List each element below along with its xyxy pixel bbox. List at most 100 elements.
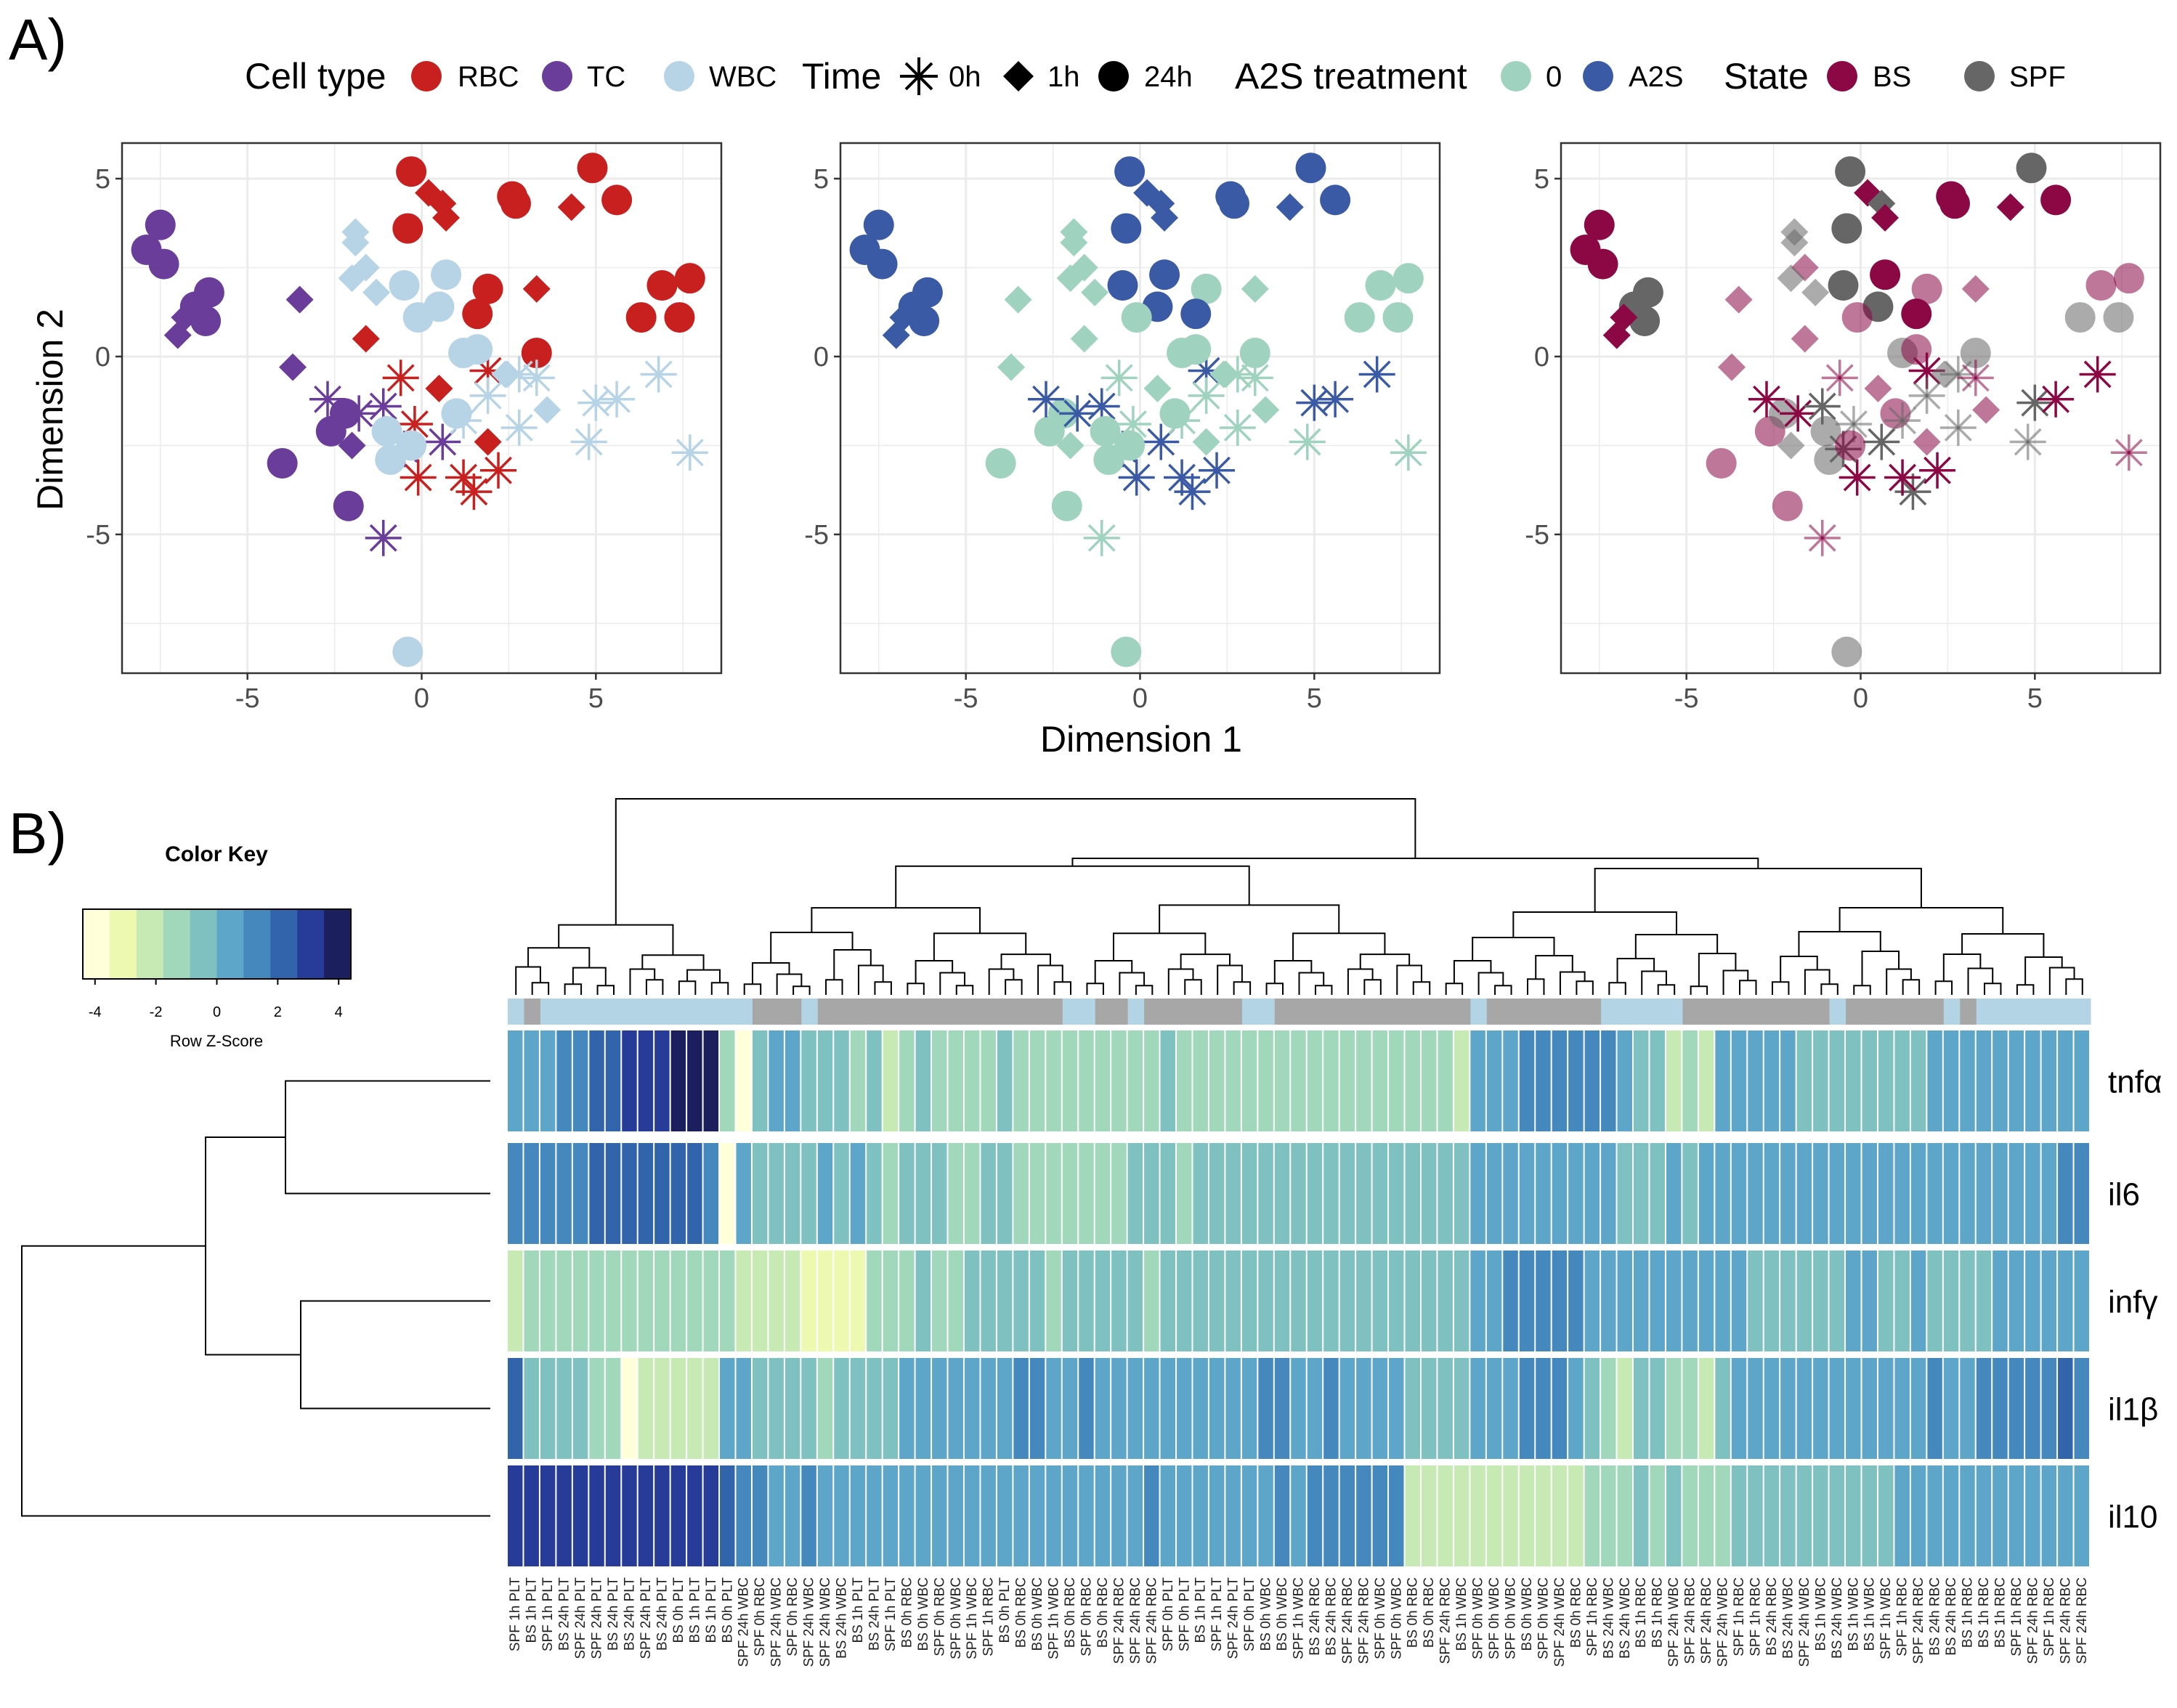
heatmap-cell (948, 1465, 963, 1566)
heatmap-cell (1470, 1358, 1485, 1459)
heatmap-cell (2041, 1465, 2057, 1566)
heatmap-cell (1193, 1465, 1208, 1566)
row-labels: tnfα il6 infγ il1β il10 (2108, 1065, 2162, 1535)
heatmap-cell (589, 1358, 604, 1459)
sidebar-cell (1519, 999, 1536, 1025)
heatmap-cell (736, 1465, 751, 1566)
heatmap-cell (1601, 1143, 1616, 1244)
dendrogram-branch (988, 968, 1015, 995)
heatmap-cell (1258, 1250, 1273, 1351)
heatmap-cell (720, 1465, 735, 1566)
point-wbc-0h (1296, 384, 1333, 421)
dendrogram-branch (641, 954, 705, 970)
heatmap-cell (981, 1250, 996, 1351)
heatmap-cell (2074, 1143, 2089, 1244)
sidebar-cell (817, 999, 835, 1025)
heatmap-cell (1013, 1030, 1029, 1131)
dendrogram-branch (825, 979, 843, 995)
point-tc-24h (1051, 490, 1082, 521)
heatmap-cell (1160, 1143, 1176, 1244)
point-tc-0h (1804, 519, 1841, 556)
heatmap-row-5 (508, 1465, 2089, 1566)
heatmap-cell (1992, 1465, 2008, 1566)
heatmap-cell (1584, 1358, 1600, 1459)
scatter-panel-2: -5 0 5 5 0 -5 (804, 142, 1441, 714)
point-tc-0h (1780, 395, 1817, 432)
heatmap-cell (524, 1030, 539, 1131)
scatter-panel-3: -5 0 5 5 0 -5 (1525, 142, 2162, 714)
dendrogram-branch (678, 980, 697, 995)
heatmap-cell (1878, 1358, 1894, 1459)
point-tc-0h (341, 395, 378, 432)
point-rbc-24h (1382, 302, 1414, 333)
dendrogram-branch (743, 983, 762, 995)
column-label: BS 1h PLT (851, 1577, 866, 1643)
heatmap-cell (1470, 1030, 1485, 1131)
legend-spf-swatch (1964, 61, 1995, 92)
heatmap-cell (1715, 1358, 1730, 1459)
heatmap-cell (508, 1358, 523, 1459)
column-label: SPF 0h PLT (1161, 1577, 1176, 1651)
heatmap-cell (1013, 1465, 1029, 1566)
heatmap-cell (1013, 1358, 1029, 1459)
heatmap-cell (1225, 1030, 1241, 1131)
point-wbc-1h (533, 396, 562, 424)
heatmap-cell (1356, 1465, 1371, 1566)
column-label: SPF 1h PLT (540, 1577, 556, 1651)
column-label: SPF 24h RBC (1356, 1577, 1371, 1664)
heatmap-cell (589, 1030, 604, 1131)
point-tc-1h (997, 353, 1026, 381)
color-key-cell (83, 909, 110, 979)
sidebar-cell (867, 999, 884, 1025)
point-tc-1h (163, 321, 192, 349)
sidebar-cell (1634, 999, 1650, 1025)
heatmap-cell (1764, 1030, 1780, 1131)
heatmap-cell (1617, 1465, 1633, 1566)
column-label: SPF 24h WBC (737, 1577, 752, 1667)
heatmap-cell (752, 1465, 768, 1566)
point-tc-0h (1059, 395, 1096, 432)
point-rbc-24h (1344, 302, 1375, 333)
heatmap-cell (1421, 1465, 1437, 1566)
heatmap-cell (703, 1143, 719, 1244)
dendrogram-branch (1886, 968, 1912, 995)
heatmap-cell (1650, 1250, 1665, 1351)
heatmap-row-2 (508, 1143, 2089, 1244)
heatmap-cell (1666, 1143, 1682, 1244)
column-label: SPF 0h WBC (1373, 1577, 1388, 1659)
heatmap-cell (1372, 1250, 1388, 1351)
heatmap-cell (687, 1030, 702, 1131)
heatmap-cell (1339, 1465, 1355, 1566)
heatmap-cell (1976, 1465, 1992, 1566)
column-label: BS 24h WBC (1830, 1577, 1845, 1659)
x-tick-label: 0 (414, 683, 429, 714)
heatmap-cell (687, 1250, 702, 1351)
heatmap-cell (1291, 1143, 1306, 1244)
heatmap-cell (1813, 1250, 1828, 1351)
heatmap-cell (2025, 1030, 2040, 1131)
sidebar-cell (1389, 999, 1406, 1025)
heatmap-cell (1846, 1030, 1861, 1131)
dendrogram-branch (1000, 953, 1051, 969)
heatmap-cell (981, 1030, 996, 1131)
column-label: BS 1h PLT (1193, 1577, 1209, 1643)
heatmap-cell (1894, 1143, 1910, 1244)
sidebar-cell (622, 999, 639, 1025)
y-tick-label: 0 (814, 342, 829, 373)
point-wbc-1h (1056, 264, 1085, 293)
heatmap-cell (687, 1465, 702, 1566)
dendrogram-branch (1135, 985, 1154, 995)
point-rbc-1h (1996, 193, 2024, 221)
column-label: SPF 1h WBC (1878, 1577, 1894, 1659)
heatmap-cell (1323, 1143, 1339, 1244)
heatmap-cell (1536, 1143, 1551, 1244)
dendrogram-branch (1722, 969, 1749, 995)
point-wbc-24h (1901, 334, 1932, 365)
heatmap-cell (785, 1465, 800, 1566)
sidebar-cell (1029, 999, 1047, 1025)
heatmap-cell (1339, 1143, 1355, 1244)
point-wbc-24h (1090, 415, 1121, 447)
heatmap-cell (1372, 1030, 1388, 1131)
heatmap-cell (1976, 1143, 1992, 1244)
color-key: Color Key -4 -2 0 2 4 Row Z-Score (82, 842, 352, 1050)
